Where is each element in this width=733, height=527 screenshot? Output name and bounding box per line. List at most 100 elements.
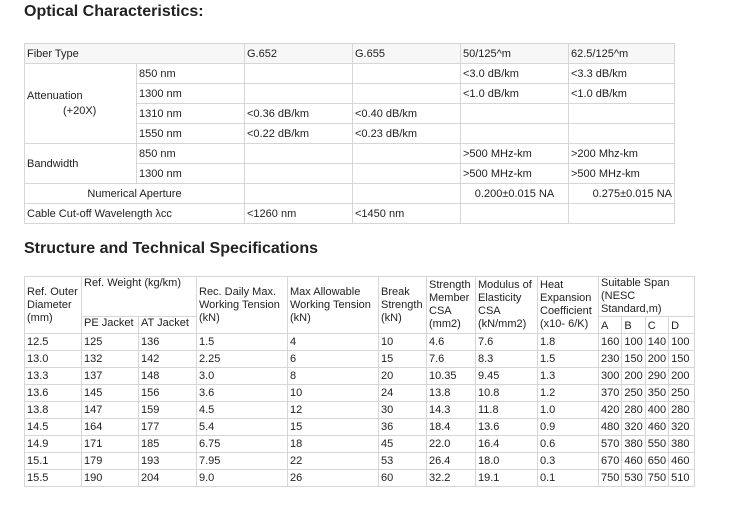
table-cell: 460	[644, 418, 670, 436]
table-cell: 148	[138, 367, 197, 385]
table-cell: 0.1	[537, 469, 599, 487]
table-cell: 177	[138, 418, 197, 436]
strength-member-header: Strength Member CSA (mm2)	[426, 276, 476, 334]
value-cell: >500 MHz-km	[460, 143, 569, 164]
column-header: G.652	[244, 43, 353, 64]
span-c-header: C	[644, 316, 670, 334]
value-cell	[244, 183, 353, 204]
table-cell: 18.0	[475, 452, 538, 470]
value-cell: >200 Mhz-km	[568, 143, 675, 164]
table-cell: 22.0	[426, 435, 476, 453]
table-cell: 26	[287, 469, 379, 487]
table-cell: 150	[621, 350, 646, 368]
attenuation-label: Attenuation	[27, 90, 83, 102]
table-cell: 13.3	[24, 367, 82, 385]
table-cell: 12	[287, 401, 379, 419]
table-cell: 5.4	[196, 418, 288, 436]
table-cell: 0.9	[537, 418, 599, 436]
table-cell: 530	[621, 469, 646, 487]
value-cell	[352, 63, 461, 84]
table-cell: 480	[597, 418, 623, 436]
table-cell: 13.0	[24, 350, 82, 368]
value-cell	[352, 83, 461, 104]
value-cell	[244, 63, 353, 84]
table-cell: 250	[668, 384, 696, 402]
table-cell: 4.5	[196, 401, 288, 419]
table-cell: 204	[138, 469, 197, 487]
daily-tension-header: Rec. Daily Max. Working Tension (kN)	[196, 276, 288, 334]
table-cell: 30	[378, 401, 427, 419]
table-cell: 20	[378, 367, 427, 385]
break-strength-header: Break Strength (kN)	[378, 276, 427, 334]
table-cell: 670	[597, 452, 623, 470]
span-d-header: D	[668, 316, 696, 334]
table-cell: 1.2	[537, 384, 599, 402]
value-cell: <1.0 dB/km	[460, 83, 569, 104]
value-cell: <1.0 dB/km	[568, 83, 675, 104]
table-cell: 750	[644, 469, 670, 487]
table-cell: 200	[644, 350, 670, 368]
table-cell: 370	[597, 384, 623, 402]
max-tension-header: Max Allowable Working Tension (kN)	[287, 276, 379, 334]
table-cell: 140	[644, 333, 670, 351]
table-row: Fiber Type G.652 G.655 50/125^m 62.5/125…	[24, 43, 675, 64]
table-cell: 45	[378, 435, 427, 453]
table-cell: 3.0	[196, 367, 288, 385]
table-cell: 280	[668, 401, 696, 419]
table-cell: 32.2	[426, 469, 476, 487]
value-cell	[352, 183, 461, 204]
table-cell: 7.95	[196, 452, 288, 470]
table-cell: 19.1	[475, 469, 538, 487]
table-cell: 10	[378, 333, 427, 351]
table-row: 15.1 179 193 7.95 22 53 26.4 18.0 0.3 670 460 650 46…	[24, 452, 696, 470]
wavelength-cell: 1550 nm	[136, 123, 245, 144]
table-cell: 3.6	[196, 384, 288, 402]
value-cell: <1260 nm	[244, 203, 353, 224]
table-cell: 550	[644, 435, 670, 453]
table-cell: 8	[287, 367, 379, 385]
table-cell: 60	[378, 469, 427, 487]
wavelength-cell: 1310 nm	[136, 103, 245, 124]
table-row: 1300 nm >500 MHz-km >500 MHz-km	[25, 163, 675, 184]
column-header: 50/125^m	[460, 43, 569, 64]
table-cell: 2.25	[196, 350, 288, 368]
table-cell: 230	[597, 350, 623, 368]
value-cell	[352, 143, 461, 164]
pe-jacket-header: PE Jacket	[81, 316, 139, 334]
table-row: Numerical Aperture 0.200±0.015 NA 0.275±…	[24, 183, 675, 204]
value-cell: <0.36 dB/km	[244, 103, 353, 124]
table-cell: 9.0	[196, 469, 288, 487]
table-cell: 12.5	[24, 333, 82, 351]
wavelength-cell: 1300 nm	[136, 83, 245, 104]
value-cell: <0.40 dB/km	[352, 103, 461, 124]
value-cell: >500 MHz-km	[460, 163, 569, 184]
attenuation-label-cell: Attenuation (+20X)	[24, 63, 137, 144]
table-cell: 1.8	[537, 333, 599, 351]
table-cell: 22	[287, 452, 379, 470]
table-cell: 10	[287, 384, 379, 402]
table-cell: 24	[378, 384, 427, 402]
weight-header: Ref. Weight (kg/km)	[81, 276, 197, 317]
table-cell: 179	[81, 452, 139, 470]
table-cell: 185	[138, 435, 197, 453]
table-cell: 380	[621, 435, 646, 453]
value-cell: <0.23 dB/km	[352, 123, 461, 144]
table-cell: 159	[138, 401, 197, 419]
table-cell: 150	[668, 350, 696, 368]
fiber-type-label: Fiber Type	[24, 43, 245, 64]
value-cell	[460, 123, 569, 144]
table-cell: 1.0	[537, 401, 599, 419]
table-cell: 193	[138, 452, 197, 470]
table-cell: 125	[81, 333, 139, 351]
table-header-row: Ref. Outer Diameter (mm) Ref. Weight (kg…	[24, 276, 696, 334]
table-cell: 460	[668, 452, 696, 470]
table-cell: 350	[644, 384, 670, 402]
table-cell: 750	[597, 469, 623, 487]
table-cell: 14.5	[24, 418, 82, 436]
table-cell: 36	[378, 418, 427, 436]
specifications-body: 12.5 125 136 1.5 4 10 4.6 7.6 1.8 160 100 140 100 13.…	[24, 333, 696, 487]
table-cell: 100	[621, 333, 646, 351]
value-cell: 0.200±0.015 NA	[460, 183, 569, 204]
column-header: G.655	[352, 43, 461, 64]
wavelength-cell: 850 nm	[136, 143, 245, 164]
